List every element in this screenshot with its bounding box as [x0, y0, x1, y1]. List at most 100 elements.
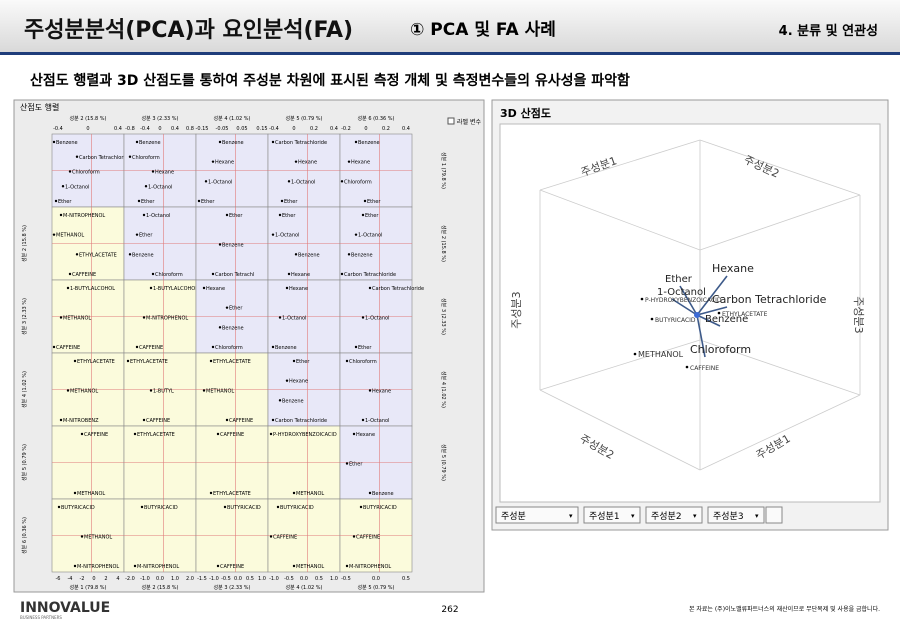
point-label: 1-Octanol	[365, 316, 389, 322]
play-button[interactable]	[765, 506, 783, 524]
point-label: Ether	[365, 213, 379, 219]
point-label: METHANOL	[56, 233, 84, 239]
point-label: CAFFEINE	[56, 345, 80, 351]
point-label: METHANOL	[84, 535, 112, 541]
point-label: 1-Octanol	[358, 233, 382, 239]
loading-vector	[696, 306, 728, 316]
point-label: Ether	[229, 213, 243, 219]
label-marker	[352, 432, 356, 436]
label-marker	[66, 389, 70, 392]
bottom-tick: -1.0	[269, 576, 279, 582]
point-marker	[633, 352, 637, 356]
point-label: Hexane	[215, 160, 234, 166]
checkbox[interactable]	[447, 117, 455, 125]
point-label: METHANOL	[70, 389, 98, 395]
point-label: Carbon Tetrachloride	[344, 272, 396, 278]
point-label: ETHYLACETATE	[213, 491, 251, 497]
row-label: 성분 2 (15.8 %)	[21, 225, 28, 262]
bottom-tick: 1.0	[171, 576, 179, 582]
label-marker	[61, 185, 65, 188]
label-marker	[52, 233, 56, 236]
label-marker	[271, 140, 275, 144]
bottom-tick: 2.0	[186, 576, 194, 582]
point-label: CAFFEINE	[146, 418, 170, 424]
label-marker	[68, 170, 72, 173]
point-label: 1-Octanol	[291, 179, 315, 185]
label-marker	[354, 345, 358, 349]
dropdown[interactable]	[645, 506, 703, 524]
cube-edge	[539, 189, 701, 251]
label-marker	[354, 233, 358, 236]
label-marker	[80, 432, 84, 436]
label-marker	[59, 213, 63, 217]
point-label: Benzene	[372, 491, 394, 497]
point-label: CAFFEINE	[72, 272, 96, 278]
point-label: Carbon Tetrachloride	[79, 155, 131, 161]
bottom-tick: 1.0	[258, 576, 266, 582]
point-label: BUTYRICACID	[280, 505, 314, 511]
point-label: ETHYLACETATE	[130, 359, 168, 365]
label-marker	[211, 272, 215, 276]
row-label: 성분 2 (15.8 %)	[440, 225, 447, 262]
bottom-tick: 1.0	[330, 576, 338, 582]
point-label: Chloroform	[349, 359, 377, 365]
axis-label: 주성분3	[852, 296, 865, 333]
top-tick: 0	[364, 126, 367, 132]
top-tick: 0.4	[330, 126, 338, 132]
checkbox-label: 라벨 변수	[457, 118, 481, 126]
label-marker	[361, 213, 365, 217]
point-label: Ether	[58, 199, 72, 205]
point-label: METHANOL	[206, 389, 234, 395]
point-label: CAFFEINE	[356, 535, 380, 541]
dropdown[interactable]	[583, 506, 641, 524]
point-label: CAFFEINE	[220, 432, 244, 438]
label-marker	[142, 213, 146, 217]
point-label: Hexane	[298, 160, 317, 166]
section-title: ① PCA 및 FA 사례	[410, 20, 556, 40]
cube-edge	[699, 394, 861, 471]
label-marker	[354, 140, 358, 144]
bottom-tick: -0.5	[284, 576, 294, 582]
label-marker	[294, 160, 298, 163]
point-label: Hexane	[206, 286, 225, 292]
point-label: 1-Octanol	[282, 316, 306, 322]
row-label: 성분 1 (79.8 %)	[440, 152, 447, 189]
label-marker	[280, 199, 284, 203]
point-label: 1-Octanol	[208, 179, 232, 185]
point-label: Benzene	[139, 140, 161, 146]
column-label: 성분 4 (1.02 %)	[286, 584, 323, 591]
label-marker	[271, 345, 275, 349]
column-label: 성분 2 (15.8 %)	[142, 584, 179, 591]
dropdown[interactable]	[707, 506, 765, 524]
point-label: METHANOL	[296, 564, 324, 570]
point-label: Benzene	[282, 398, 304, 404]
label-marker	[135, 345, 139, 349]
point-label: Benzene	[358, 140, 380, 146]
point-label: CAFFEINE	[84, 432, 108, 438]
point-label: Benzene	[298, 252, 320, 258]
point-label: M-NITROPHENOL	[137, 564, 179, 570]
point-label: Ether	[139, 233, 153, 239]
label-marker	[144, 185, 148, 188]
label-marker	[218, 326, 222, 329]
dropdown[interactable]	[495, 506, 579, 524]
label-marker	[292, 564, 296, 568]
point-label: 1-Octanol	[146, 213, 170, 219]
label-marker	[271, 233, 275, 236]
point-label: Hexane	[291, 272, 310, 278]
vector-label: 1-Octanol	[657, 287, 706, 298]
header-title: 주성분분석(PCA)과 요인분석(FA)	[24, 18, 354, 43]
label-marker	[151, 170, 155, 173]
point-label: Hexane	[356, 432, 375, 438]
label-marker	[151, 272, 155, 276]
bottom-tick: -1.5	[197, 576, 207, 582]
label-marker	[218, 243, 222, 246]
point-label: METHANOL	[296, 491, 324, 497]
label-marker	[204, 180, 208, 183]
dropdown-label: 주성분	[501, 511, 526, 522]
point-label: METHANOL	[77, 491, 105, 497]
vector-label: Benzene	[705, 314, 748, 325]
label-marker	[361, 418, 365, 422]
point-label: METHANOL	[63, 316, 91, 322]
